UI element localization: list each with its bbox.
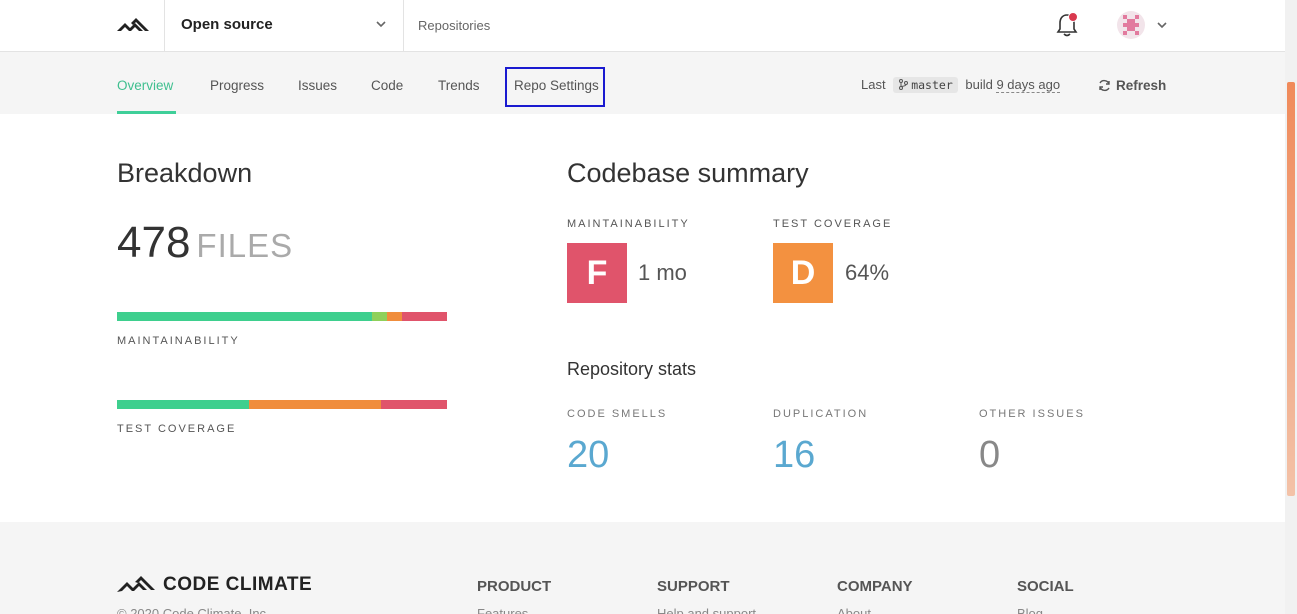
active-tab-underline xyxy=(117,111,176,114)
footer-column-company: COMPANY xyxy=(837,578,913,595)
repo-subnav: Overview Progress Issues Code Trends Rep… xyxy=(0,52,1285,114)
footer: CODE CLIMATE © 2020 Code Climate, Inc. P… xyxy=(0,522,1285,614)
maintainability-bar-segment xyxy=(372,312,387,321)
branch-name: master xyxy=(911,78,953,92)
refresh-label: Refresh xyxy=(1116,78,1167,93)
build-time[interactable]: 9 days ago xyxy=(996,77,1061,93)
footer-link-features[interactable]: Features xyxy=(477,606,529,614)
code-climate-logo-icon xyxy=(117,576,155,592)
tab-progress[interactable]: Progress xyxy=(210,78,265,93)
maintainability-metric-label: MAINTAINABILITY xyxy=(567,218,690,230)
footer-column-support: SUPPORT xyxy=(657,578,730,595)
test-coverage-bar-segment xyxy=(249,400,381,409)
footer-link-blog[interactable]: Blog xyxy=(1017,606,1044,614)
footer-link-help[interactable]: Help and support xyxy=(657,606,757,614)
files-count-unit: FILES xyxy=(196,227,294,264)
tab-code[interactable]: Code xyxy=(371,78,404,93)
code-smells-label: CODE SMELLS xyxy=(567,408,668,420)
maintainability-bar-label: MAINTAINABILITY xyxy=(117,335,240,347)
duplication-count[interactable]: 16 xyxy=(773,434,816,476)
git-branch-icon xyxy=(899,79,909,90)
test-coverage-metric-label: TEST COVERAGE xyxy=(773,218,893,230)
tab-repo-settings[interactable]: Repo Settings xyxy=(514,78,599,93)
codebase-summary-heading: Codebase summary xyxy=(567,158,809,188)
user-menu-chevron-icon[interactable] xyxy=(1156,19,1168,31)
org-selector[interactable]: Open source xyxy=(164,0,404,51)
notification-dot xyxy=(1068,12,1078,22)
other-issues-label: OTHER ISSUES xyxy=(979,408,1085,420)
tab-repo-settings-focus-box xyxy=(505,67,605,107)
page-scrollbar[interactable] xyxy=(1285,0,1297,614)
test-coverage-bar-segment xyxy=(117,400,249,409)
code-climate-logo-icon[interactable] xyxy=(117,15,149,37)
other-issues-count: 0 xyxy=(979,434,1001,476)
maintainability-bar-segment xyxy=(117,312,373,321)
maintainability-grade-badge[interactable]: F xyxy=(567,243,627,303)
repository-stats-heading: Repository stats xyxy=(567,359,697,379)
test-coverage-value: 64% xyxy=(845,260,890,285)
scrollbar-thumb[interactable] xyxy=(1287,82,1295,496)
tab-issues[interactable]: Issues xyxy=(298,78,338,93)
duplication-label: DUPLICATION xyxy=(773,408,869,420)
footer-copyright: © 2020 Code Climate, Inc. xyxy=(117,606,270,614)
code-smells-count[interactable]: 20 xyxy=(567,434,610,476)
footer-link-about[interactable]: About xyxy=(837,606,871,614)
maintainability-value: 1 mo xyxy=(638,260,687,285)
user-avatar[interactable] xyxy=(1117,11,1145,39)
files-count: 478 FILES xyxy=(117,218,293,268)
top-navbar: Open source Repositories xyxy=(0,0,1285,52)
last-build-info: Last master build 9 days ago xyxy=(861,77,1061,93)
last-build-prefix: Last xyxy=(861,77,886,92)
build-word: build xyxy=(965,77,993,92)
avatar-identicon-icon xyxy=(1123,15,1139,35)
chevron-down-icon xyxy=(376,21,386,28)
refresh-button[interactable]: Refresh xyxy=(1098,78,1166,93)
footer-brand[interactable]: CODE CLIMATE xyxy=(117,574,312,596)
test-coverage-bar-segment xyxy=(381,400,447,409)
footer-column-product: PRODUCT xyxy=(477,578,552,595)
org-selector-label: Open source xyxy=(181,16,273,33)
test-coverage-bar-label: TEST COVERAGE xyxy=(117,423,237,435)
tab-overview[interactable]: Overview xyxy=(117,78,174,93)
branch-badge: master xyxy=(893,77,958,93)
maintainability-bar-segment xyxy=(401,312,447,321)
breakdown-heading: Breakdown xyxy=(117,158,253,188)
tab-trends[interactable]: Trends xyxy=(438,78,480,93)
test-coverage-grade-badge[interactable]: D xyxy=(773,243,833,303)
test-coverage-distribution-bar[interactable] xyxy=(117,400,447,409)
footer-column-social: SOCIAL xyxy=(1017,578,1074,595)
footer-brand-wordmark: CODE CLIMATE xyxy=(163,574,313,595)
maintainability-distribution-bar[interactable] xyxy=(117,312,447,321)
repositories-link[interactable]: Repositories xyxy=(418,18,491,33)
maintainability-bar-segment xyxy=(386,312,402,321)
files-count-number: 478 xyxy=(117,218,191,267)
refresh-icon xyxy=(1099,79,1110,92)
